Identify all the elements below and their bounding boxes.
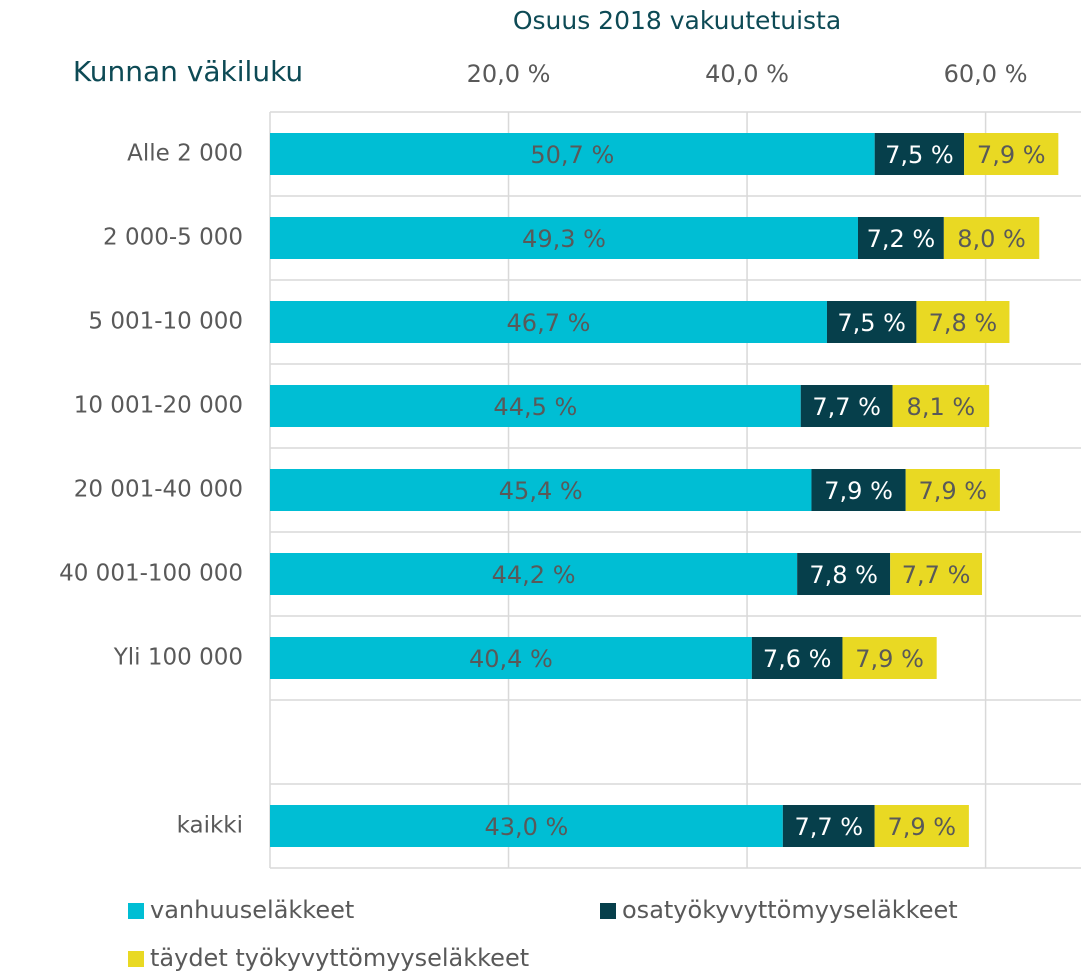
data-label: 46,7 % bbox=[507, 309, 591, 337]
bar-segment bbox=[270, 385, 801, 427]
axis-title: Kunnan väkiluku bbox=[73, 55, 303, 88]
bar-segment bbox=[874, 133, 965, 175]
bar-segment bbox=[811, 469, 906, 511]
x-tick-label: 40,0 % bbox=[705, 60, 789, 88]
data-label: 43,0 % bbox=[484, 813, 568, 841]
bar-segment bbox=[943, 217, 1040, 259]
data-label: 7,2 % bbox=[867, 225, 936, 253]
y-tick-label: Alle 2 000 bbox=[127, 141, 243, 167]
data-label: 7,9 % bbox=[824, 477, 893, 505]
data-label: 45,4 % bbox=[499, 477, 583, 505]
bar-segment bbox=[270, 217, 858, 259]
bar-segment bbox=[890, 553, 983, 595]
bar-segment bbox=[270, 469, 812, 511]
data-label: 44,5 % bbox=[493, 393, 577, 421]
data-label: 7,9 % bbox=[855, 645, 924, 673]
bar-segment bbox=[751, 637, 843, 679]
x-tick-label: 20,0 % bbox=[467, 60, 551, 88]
chart-title: Osuus 2018 vakuutetuista bbox=[513, 6, 841, 35]
bar-segment bbox=[892, 385, 990, 427]
data-label: 49,3 % bbox=[522, 225, 606, 253]
bar-segment bbox=[842, 637, 937, 679]
data-label: 7,8 % bbox=[809, 561, 878, 589]
bar-segment bbox=[270, 553, 798, 595]
bar-segment bbox=[270, 133, 875, 175]
x-tick-label: 60,0 % bbox=[944, 60, 1028, 88]
bar-segment bbox=[270, 301, 827, 343]
data-label: 7,5 % bbox=[885, 141, 954, 169]
bar-segment bbox=[270, 805, 783, 847]
bar-segment bbox=[270, 637, 752, 679]
legend-label: osatyökyvyttömyyseläkkeet bbox=[622, 896, 958, 924]
y-tick-label: 5 001-10 000 bbox=[88, 309, 243, 335]
bar-segment bbox=[782, 805, 875, 847]
y-tick-label: 40 001-100 000 bbox=[59, 561, 243, 587]
y-tick-label: 2 000-5 000 bbox=[103, 225, 243, 251]
data-label: 7,9 % bbox=[887, 813, 956, 841]
y-tick-label: kaikki bbox=[177, 813, 243, 839]
bar-segment bbox=[857, 217, 944, 259]
bar-segment bbox=[916, 301, 1010, 343]
data-label: 8,1 % bbox=[907, 393, 976, 421]
legend-label: täydet työkyvyttömyyseläkkeet bbox=[150, 944, 529, 972]
legend-swatch bbox=[128, 951, 144, 967]
bar-segment bbox=[800, 385, 893, 427]
data-label: 7,7 % bbox=[902, 561, 971, 589]
bar-segment bbox=[964, 133, 1059, 175]
data-label: 8,0 % bbox=[957, 225, 1026, 253]
data-label: 7,9 % bbox=[977, 141, 1046, 169]
data-label: 44,2 % bbox=[492, 561, 576, 589]
data-label: 7,8 % bbox=[929, 309, 998, 337]
data-label: 7,7 % bbox=[812, 393, 881, 421]
legend-swatch bbox=[600, 903, 616, 919]
bar-segment bbox=[797, 553, 891, 595]
data-label: 7,5 % bbox=[837, 309, 906, 337]
data-label: 7,9 % bbox=[918, 477, 987, 505]
bar-segment bbox=[826, 301, 917, 343]
legend-swatch bbox=[128, 903, 144, 919]
bar-segment bbox=[874, 805, 969, 847]
y-tick-label: 10 001-20 000 bbox=[74, 393, 243, 419]
legend-label: vanhuuseläkkeet bbox=[150, 896, 354, 924]
data-label: 7,7 % bbox=[794, 813, 863, 841]
data-label: 50,7 % bbox=[530, 141, 614, 169]
data-label: 40,4 % bbox=[469, 645, 553, 673]
data-label: 7,6 % bbox=[763, 645, 832, 673]
y-tick-label: 20 001-40 000 bbox=[74, 477, 243, 503]
bar-segment bbox=[905, 469, 1000, 511]
y-tick-label: Yli 100 000 bbox=[113, 645, 243, 671]
